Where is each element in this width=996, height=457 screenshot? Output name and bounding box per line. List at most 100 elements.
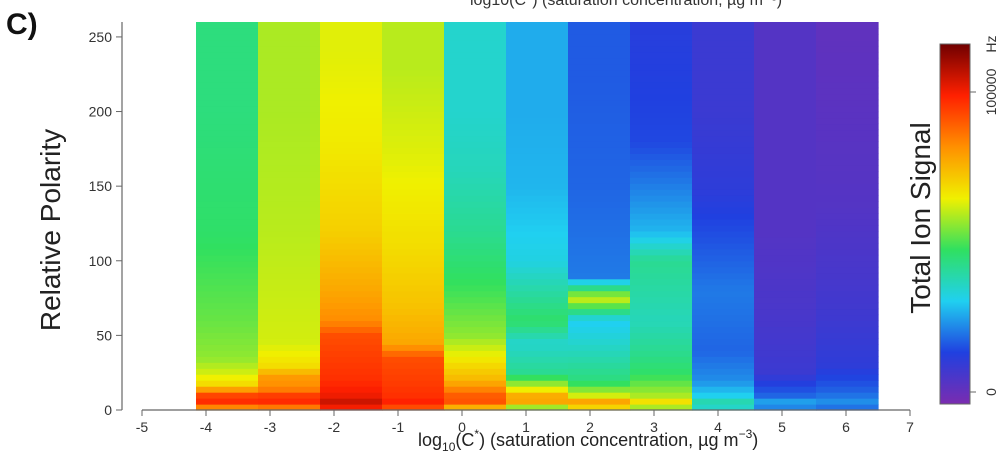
heatmap-cell xyxy=(816,57,879,65)
heatmap-cell xyxy=(630,224,693,232)
heatmap-cell xyxy=(258,368,321,375)
heatmap-cell xyxy=(444,33,507,41)
heatmap-cell xyxy=(816,22,879,29)
heatmap-cell xyxy=(630,45,693,53)
heatmap-cell xyxy=(258,338,321,345)
heatmap-cell xyxy=(196,272,259,280)
colorbar: 100000 Hz 0 Total Ion Signal xyxy=(905,35,996,405)
heatmap-cell xyxy=(382,224,445,232)
heatmap-cell xyxy=(568,57,631,65)
heatmap-cell xyxy=(692,123,755,131)
heatmap-cell xyxy=(692,22,755,29)
heatmap-cell xyxy=(196,213,259,220)
y-tick-label: 150 xyxy=(89,178,113,194)
heatmap-cell xyxy=(320,404,383,411)
heatmap-cell xyxy=(196,344,259,351)
heatmap-cell xyxy=(382,230,445,238)
heatmap-cell xyxy=(630,57,693,65)
heatmap-cell xyxy=(630,39,693,47)
heatmap-cell xyxy=(196,350,259,357)
heatmap-cell xyxy=(568,374,631,381)
heatmap-cell xyxy=(816,326,879,333)
heatmap-cell xyxy=(382,51,445,59)
heatmap-cells xyxy=(196,22,879,411)
heatmap-cell xyxy=(382,33,445,41)
heatmap-cell xyxy=(444,392,507,399)
heatmap-cell xyxy=(382,314,445,322)
heatmap-cell xyxy=(506,33,569,41)
heatmap-cell xyxy=(692,386,755,393)
heatmap-cell xyxy=(506,308,569,316)
heatmap-cell xyxy=(506,218,569,226)
heatmap-cell xyxy=(754,404,817,411)
heatmap-cell xyxy=(630,236,693,244)
heatmap-cell xyxy=(630,63,693,71)
heatmap-cell xyxy=(382,183,445,190)
heatmap-cell xyxy=(816,39,879,47)
heatmap-cell xyxy=(506,392,569,399)
heatmap-cell xyxy=(630,147,693,154)
heatmap-cell xyxy=(506,135,569,142)
heatmap-cell xyxy=(320,69,383,77)
heatmap-cell xyxy=(382,165,445,172)
heatmap-cell xyxy=(816,254,879,262)
heatmap-cell xyxy=(196,99,259,107)
heatmap-cell xyxy=(754,57,817,65)
heatmap-cell xyxy=(196,242,259,250)
heatmap-cell xyxy=(382,218,445,226)
heatmap-cell xyxy=(196,93,259,101)
heatmap-cell xyxy=(320,338,383,345)
heatmap-cell xyxy=(320,356,383,363)
top-axis-label: log10(C*) (saturation concentration, µg … xyxy=(470,0,783,9)
heatmap-cell xyxy=(258,207,321,214)
heatmap-cell xyxy=(320,350,383,357)
heatmap-cell xyxy=(382,278,445,286)
heatmap-cell xyxy=(196,33,259,41)
heatmap-cell xyxy=(506,386,569,393)
heatmap-cell xyxy=(258,22,321,29)
heatmap-cell xyxy=(506,51,569,59)
heatmap-cell xyxy=(754,224,817,232)
heatmap-cell xyxy=(258,356,321,363)
heatmap-cell xyxy=(816,248,879,256)
heatmap-cell xyxy=(568,213,631,220)
heatmap-cell xyxy=(196,314,259,322)
heatmap-cell xyxy=(568,266,631,274)
heatmap-cell xyxy=(568,224,631,232)
heatmap-cell xyxy=(630,81,693,89)
heatmap-cell xyxy=(444,141,507,148)
heatmap-cell xyxy=(258,266,321,274)
heatmap-cell xyxy=(258,398,321,405)
heatmap-cell xyxy=(320,290,383,298)
heatmap-cell xyxy=(444,135,507,142)
heatmap-cell xyxy=(382,189,445,196)
heatmap-cell xyxy=(630,189,693,196)
heatmap-cell xyxy=(196,201,259,208)
heatmap-cell xyxy=(196,248,259,256)
heatmap-cell xyxy=(692,69,755,77)
heatmap-cell xyxy=(630,314,693,322)
heatmap-cell xyxy=(568,177,631,184)
heatmap-cell xyxy=(382,141,445,148)
heatmap-cell xyxy=(382,368,445,375)
colorbar-gradient xyxy=(939,43,971,405)
heatmap-cell xyxy=(630,290,693,298)
x-axis-title: log10(C*) (saturation concentration, µg … xyxy=(418,427,758,454)
heatmap-cell xyxy=(444,81,507,89)
heatmap-cell xyxy=(568,242,631,250)
heatmap-cell xyxy=(754,290,817,298)
heatmap-cell xyxy=(444,117,507,125)
heatmap-cell xyxy=(382,236,445,244)
heatmap-cell xyxy=(630,368,693,375)
heatmap-cell xyxy=(568,141,631,148)
heatmap-cell xyxy=(320,374,383,381)
heatmap-cell xyxy=(816,117,879,125)
heatmap-cell xyxy=(754,183,817,190)
heatmap-cell xyxy=(692,87,755,95)
heatmap-cell xyxy=(630,374,693,381)
heatmap-cell xyxy=(382,195,445,202)
heatmap-cell xyxy=(754,230,817,238)
heatmap-cell xyxy=(196,308,259,316)
heatmap-cell xyxy=(506,272,569,280)
